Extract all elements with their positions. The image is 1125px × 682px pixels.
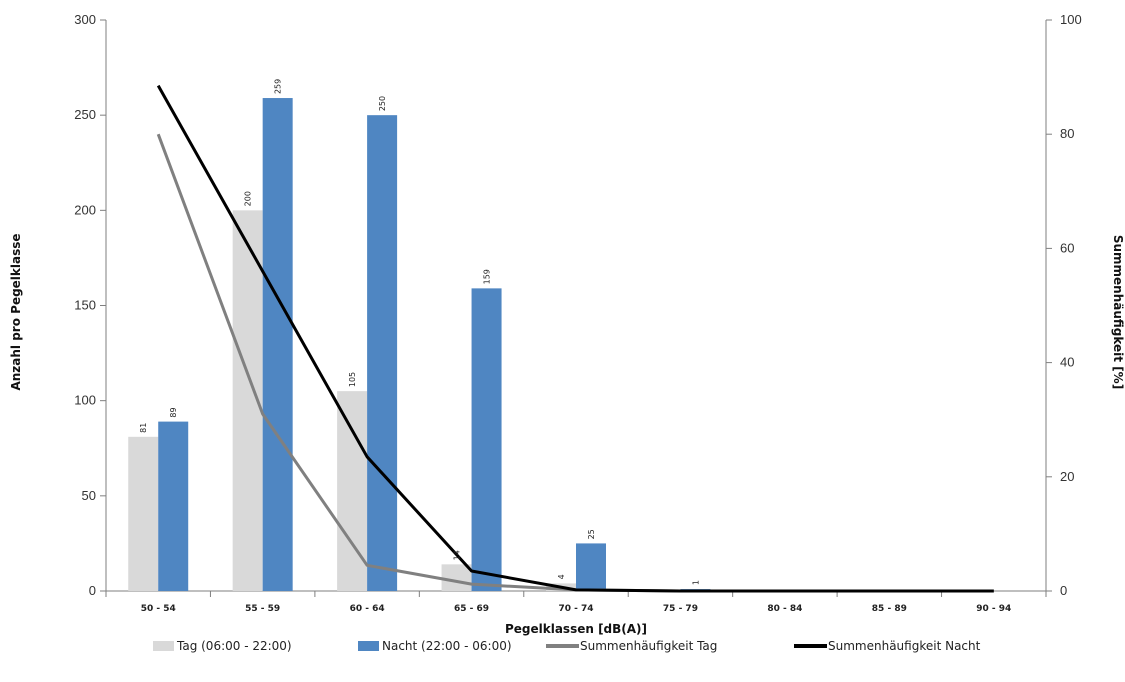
x-tick-label: 90 - 94 (976, 604, 1011, 614)
y-tick-label: 100 (74, 393, 96, 408)
y-tick-label: 200 (74, 202, 96, 217)
bar (441, 564, 472, 591)
x-tick-label: 55 - 59 (245, 604, 280, 614)
bar (158, 421, 189, 591)
y2-tick-label: 60 (1060, 240, 1074, 255)
x-tick-label: 50 - 54 (141, 604, 176, 614)
bar (576, 543, 606, 591)
x-tick-label: 85 - 89 (872, 604, 907, 614)
bar (367, 115, 398, 592)
bar (262, 98, 293, 591)
y2-tick-label: 40 (1060, 355, 1074, 370)
y-tick-label: 150 (74, 298, 96, 313)
y-tick-label: 250 (74, 107, 96, 122)
legend-swatch (358, 641, 379, 651)
y-tick-label: 0 (89, 583, 96, 598)
bar-data-label: 81 (139, 423, 148, 433)
series-line (156, 84, 994, 593)
x-tick-label: 70 - 74 (558, 604, 593, 614)
y-axis-title: Anzahl pro Pegelklasse (9, 233, 23, 390)
bar-data-label: 200 (244, 191, 253, 206)
x-tick-label: 75 - 79 (663, 604, 698, 614)
x-axis-title: Pegelklassen [dB(A)] (505, 622, 647, 636)
y-tick-label: 300 (74, 12, 96, 27)
y-tick-label: 50 (82, 488, 96, 503)
x-tick-label: 60 - 64 (350, 604, 385, 614)
y2-axis-title: Summenhäufigkeit [%] (1111, 235, 1125, 389)
bar-data-label: 259 (274, 79, 283, 94)
y2-tick-label: 100 (1060, 12, 1082, 27)
bars (128, 98, 711, 592)
bar-data-label: 159 (483, 269, 492, 284)
legend-label: Summenhäufigkeit Tag (580, 639, 717, 653)
y2-tick-label: 0 (1060, 583, 1067, 598)
bar-data-label: 105 (348, 372, 357, 387)
bar-data-label: 1 (691, 580, 700, 585)
bar-data-label: 25 (587, 529, 596, 539)
legend-label: Nacht (22:00 - 06:00) (382, 639, 512, 653)
legend-swatch (153, 641, 174, 651)
bar-data-label: 4 (557, 574, 566, 579)
y2-tick-label: 80 (1060, 126, 1074, 141)
bar (471, 288, 502, 591)
legend-label: Summenhäufigkeit Nacht (828, 639, 981, 653)
bar-data-label: 250 (378, 96, 387, 111)
lines (156, 84, 994, 593)
legend: Tag (06:00 - 22:00) Nacht (22:00 - 06:00)… (153, 639, 981, 653)
y2-tick-label: 20 (1060, 469, 1074, 484)
x-tick-label: 65 - 69 (454, 604, 489, 614)
bar (128, 436, 159, 591)
bar-data-label: 89 (169, 407, 178, 417)
data-labels: 81 89 200 259 105 250 14 159 4 25 1 (139, 79, 700, 585)
legend-label: Tag (06:00 - 22:00) (176, 639, 292, 653)
x-tick-label: 80 - 84 (767, 604, 802, 614)
bar-data-label: 14 (453, 550, 462, 560)
